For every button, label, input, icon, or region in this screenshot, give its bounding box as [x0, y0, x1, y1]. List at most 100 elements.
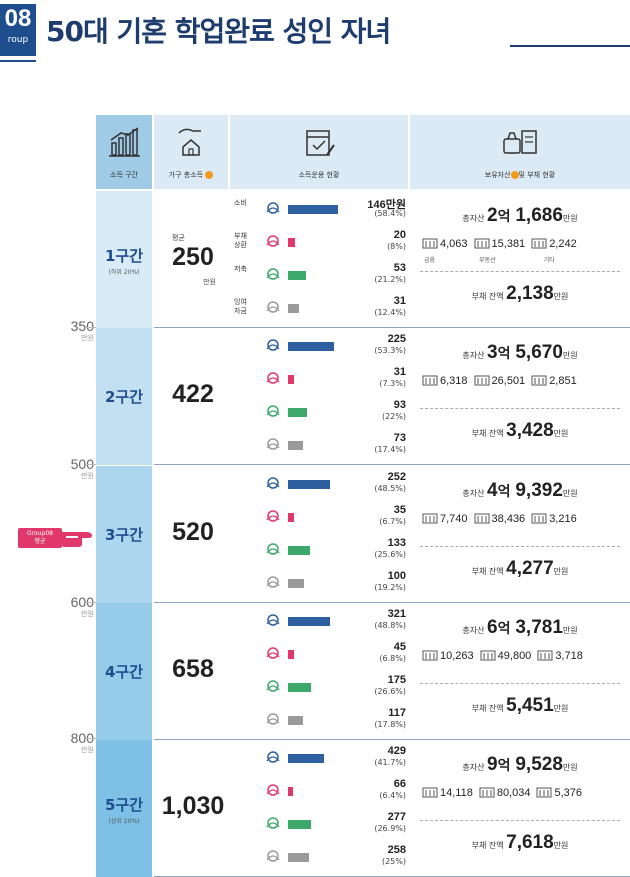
- total-assets-man: 1,686: [515, 205, 563, 226]
- scale-label-500: 500 만원: [52, 456, 94, 481]
- usage-line-debt_repay: 31 (7.3%): [230, 365, 408, 395]
- usage-bar: [288, 271, 306, 280]
- usage-line-consumption: 321 (48.8%): [230, 607, 408, 637]
- usage-value: 20: [393, 229, 406, 241]
- usage-label: 잉여 자금: [234, 298, 247, 315]
- usage-value: 277: [387, 811, 406, 823]
- heart-piggy-icon: [266, 510, 280, 522]
- row-divider: [154, 602, 630, 603]
- group-name: 3구간: [104, 526, 144, 544]
- heart-piggy-icon: [266, 372, 280, 384]
- usage-bar: [288, 716, 303, 725]
- group-name: 4구간: [104, 663, 144, 681]
- total-assets-eok-unit: 억: [497, 621, 516, 637]
- total-assets-man-unit: 만원: [562, 489, 578, 498]
- usage-line-consumption: 252 (48.5%): [230, 470, 408, 500]
- total-assets-eok: 9: [487, 754, 498, 775]
- income-cell: 250 평균 만원: [154, 191, 228, 328]
- heart-piggy-icon: [266, 235, 280, 247]
- total-assets-eok-unit: 억: [497, 758, 516, 774]
- usage-value: 53: [393, 262, 406, 274]
- asset-cell: 총자산 4억 9,392만원 7,740 38,436 3,216 부채 잔액 4,27…: [410, 466, 630, 603]
- coin-person-icon: [266, 301, 280, 313]
- total-assets-eok: 6: [487, 617, 498, 638]
- scale-unit: 만원: [81, 747, 94, 754]
- table-row: 5구간 (상위 20%) 1,030 429 (41.7%) 66 (6.4%) 277 (26…: [96, 740, 630, 877]
- income-cell: 1,030: [154, 740, 228, 877]
- debt-unit: 만원: [553, 841, 569, 850]
- header-assets-text-b: 및 부채 현황: [518, 171, 556, 179]
- asset-breakdown: 4,063 15,381 2,242: [422, 237, 626, 250]
- financial-asset-value: 4,063: [440, 238, 468, 250]
- other-asset: 2,851: [531, 374, 577, 387]
- asset-captions: 금융 부동산 기타: [422, 255, 626, 264]
- usage-line-debt_repay: 부채 상환 20 (8%): [230, 228, 408, 258]
- bird-icon: [266, 751, 280, 763]
- usage-percent: (25%): [381, 857, 406, 866]
- usage-line-surplus: 73 (17.4%): [230, 431, 408, 461]
- real-estate-asset: 38,436: [474, 512, 525, 525]
- coin-person-icon: [266, 438, 280, 450]
- usage-label: 부채 상환: [234, 232, 247, 249]
- debt-value: 2,138: [506, 283, 554, 304]
- real-estate-asset-value: 15,381: [491, 238, 526, 250]
- table-row: 3구간 520 252 (48.5%) 35 (6.7%) 133 (25.6%) 100 (19…: [96, 466, 630, 603]
- heart-piggy-icon: [266, 647, 280, 659]
- caption-real-estate: 부동산: [479, 257, 496, 264]
- coin-person-icon: [266, 850, 280, 862]
- total-assets-eok-unit: 억: [497, 209, 516, 225]
- usage-value: 73: [393, 432, 406, 444]
- total-assets: 총자산 4억 9,392만원: [410, 480, 630, 502]
- usage-line-surplus: 잉여 자금 31 (12.4%): [230, 294, 408, 324]
- building-icon: [479, 787, 495, 798]
- total-assets-eok: 3: [487, 342, 498, 363]
- bird-icon: [266, 614, 280, 626]
- group-subtitle: (상위 20%): [108, 818, 140, 825]
- usage-bar: [288, 650, 294, 659]
- box-icon: [531, 513, 547, 524]
- savings-hand-icon: [266, 405, 280, 417]
- usage-value: 252: [387, 471, 406, 483]
- caption-financial: 금융: [424, 257, 436, 264]
- usage-percent: (6.4%): [379, 791, 406, 800]
- alert-icon: [510, 171, 519, 179]
- header-group: 소득 구간: [96, 115, 152, 189]
- total-assets-man-unit: 만원: [562, 351, 578, 360]
- header-assets-text-a: 보유자산: [484, 171, 511, 179]
- scale-label-800: 800 만원: [52, 730, 94, 755]
- usage-percent: (19.2%): [374, 583, 406, 592]
- real-estate-asset: 80,034: [479, 786, 530, 799]
- debt-label: 부채 잔액: [471, 429, 507, 438]
- scale-unit: 만원: [81, 473, 94, 480]
- group-name: 5구간: [104, 796, 144, 814]
- financial-asset: 4,063: [422, 237, 468, 250]
- debt-label: 부채 잔액: [471, 704, 507, 713]
- group-cell: 5구간 (상위 20%): [96, 740, 152, 877]
- total-assets-label: 총자산: [462, 763, 487, 772]
- usage-bar: [288, 754, 324, 763]
- usage-bar: [288, 408, 307, 417]
- debt-label: 부채 잔액: [471, 567, 507, 576]
- income-unit: 만원: [203, 278, 216, 286]
- usage-line-surplus: 117 (17.8%): [230, 706, 408, 736]
- group-cell: 1구간 (하위 20%): [96, 191, 152, 328]
- scale-value: 800: [70, 730, 94, 746]
- usage-value: 93: [393, 399, 406, 411]
- group-name: 2구간: [104, 388, 144, 406]
- asset-cell: 총자산 9억 9,528만원 14,118 80,034 5,376 부채 잔액 7,6…: [410, 740, 630, 877]
- usage-cell: 321 (48.8%) 45 (6.8%) 175 (26.6%) 117 (17.8%): [230, 603, 408, 740]
- usage-percent: (26.9%): [374, 824, 406, 833]
- usage-percent: (22%): [381, 412, 406, 421]
- total-assets-eok-unit: 억: [497, 484, 516, 500]
- real-estate-asset: 26,501: [474, 374, 525, 387]
- debt-label: 부채 잔액: [471, 292, 507, 301]
- total-assets-label: 총자산: [462, 489, 487, 498]
- debt-unit: 만원: [553, 292, 569, 301]
- header-income: 가구 총소득: [154, 115, 228, 189]
- usage-value: 31: [393, 295, 406, 307]
- usage-bar: [288, 375, 294, 384]
- usage-percent: (8%): [387, 242, 406, 251]
- usage-percent: (12.4%): [374, 308, 406, 317]
- box-icon: [537, 650, 553, 661]
- usage-percent: (58.4%): [374, 209, 406, 218]
